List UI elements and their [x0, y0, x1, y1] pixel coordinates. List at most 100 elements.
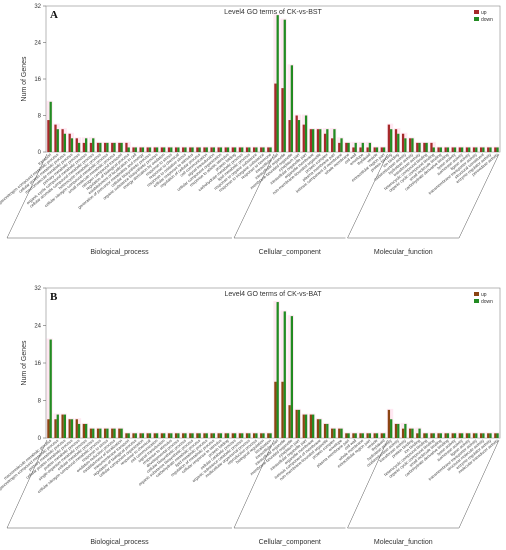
bar-down: [92, 428, 95, 438]
bar-up: [96, 428, 100, 438]
bar-down: [439, 433, 442, 438]
bar-down: [255, 433, 258, 438]
bar-down: [446, 147, 450, 152]
bar-down: [99, 428, 102, 438]
bar-down: [212, 147, 215, 152]
bar-up: [479, 433, 483, 438]
bar-up: [118, 142, 121, 152]
bar-down: [489, 433, 492, 438]
bar-down: [425, 433, 428, 438]
bar-down: [191, 147, 194, 152]
bar-up: [217, 433, 220, 438]
bar-up: [373, 433, 376, 438]
bar-up: [323, 133, 327, 152]
group-divider: [233, 439, 275, 529]
y-tick-label: 0: [38, 150, 42, 156]
bar-up: [487, 433, 490, 438]
panel-a: A Level4 GO terms of CK-vs-BST 0 8 16 24 32 Num…: [0, 4, 501, 256]
bar-up: [196, 147, 199, 152]
y-axis-label: Num of Genes: [21, 56, 28, 102]
bar-down: [177, 147, 180, 152]
bar-up: [309, 414, 313, 438]
bar-down: [453, 147, 457, 152]
bar-down: [205, 433, 208, 438]
bar-up: [252, 147, 256, 152]
bar-up: [167, 147, 171, 152]
bar-down: [85, 138, 88, 152]
bar-down: [382, 147, 386, 152]
bar-up: [281, 88, 284, 152]
bar-up: [352, 147, 355, 152]
bar-up: [487, 147, 490, 152]
bar-up: [167, 433, 171, 438]
bar-down: [113, 428, 116, 438]
bar-down: [482, 147, 485, 152]
y-tick-label: 32: [34, 4, 41, 10]
bar-up: [104, 142, 107, 152]
bar-up: [416, 433, 419, 438]
bar-up: [451, 147, 454, 152]
bar-up: [125, 142, 128, 152]
bar-down: [148, 433, 152, 438]
bar-up: [153, 433, 156, 438]
y-tick-label: 16: [34, 77, 41, 83]
plot-frame: [45, 287, 501, 439]
bar-down: [390, 129, 393, 152]
bar-down: [347, 142, 350, 152]
legend-label-down: down: [481, 299, 493, 305]
bar-down: [312, 414, 315, 438]
bar-down: [319, 419, 322, 438]
bar-up: [416, 142, 419, 152]
bar-down: [134, 147, 137, 152]
bar-down: [163, 147, 166, 152]
bar-up: [118, 428, 121, 438]
bar-up: [267, 147, 270, 152]
bar-down: [106, 428, 109, 438]
bar-up: [231, 147, 234, 152]
group-divider: [6, 439, 48, 529]
bar-up: [111, 428, 114, 438]
bar-up: [430, 142, 433, 152]
bar-up: [444, 147, 447, 152]
bar-down: [212, 433, 215, 438]
bar-down: [411, 428, 414, 438]
panel-b: B Level4 GO terms of CK-vs-BAT 0 8 16 24 32 Num…: [0, 286, 501, 546]
chart-title: Level4 GO terms of CK-vs-BAT: [224, 291, 322, 298]
bar-up: [323, 423, 327, 438]
bar-up: [174, 147, 178, 152]
bar-down: [226, 147, 230, 152]
bar-down: [120, 428, 123, 438]
bar-down: [290, 316, 294, 438]
bar-down: [425, 142, 428, 152]
bar-up: [160, 147, 164, 152]
bar-up: [132, 147, 135, 152]
bar-down: [340, 138, 343, 152]
bar-down: [382, 433, 386, 438]
bar-down: [290, 65, 294, 152]
group-label: Cellular_component: [259, 249, 321, 256]
bar-up: [409, 428, 412, 438]
bar-down: [397, 133, 400, 152]
bar-down: [163, 433, 166, 438]
bar-down: [404, 138, 407, 152]
y-tick-label: 8: [38, 114, 42, 120]
bar-down: [77, 142, 81, 152]
bar-up: [359, 433, 362, 438]
bar-down: [49, 101, 52, 152]
bar-down: [269, 147, 272, 152]
bar-down: [134, 433, 137, 438]
bar-up: [146, 433, 149, 438]
bar-up: [380, 433, 383, 438]
bar-up: [182, 147, 185, 152]
bar-up: [288, 405, 291, 438]
legend-label-up: up: [481, 292, 487, 298]
bar-down: [482, 433, 485, 438]
bar-up: [295, 115, 298, 152]
bar-down: [439, 147, 442, 152]
bar-up: [274, 381, 277, 438]
bar-up: [231, 433, 234, 438]
bar-down: [361, 433, 364, 438]
bar-up: [217, 147, 220, 152]
y-axis-label: Num of Genes: [21, 340, 28, 386]
